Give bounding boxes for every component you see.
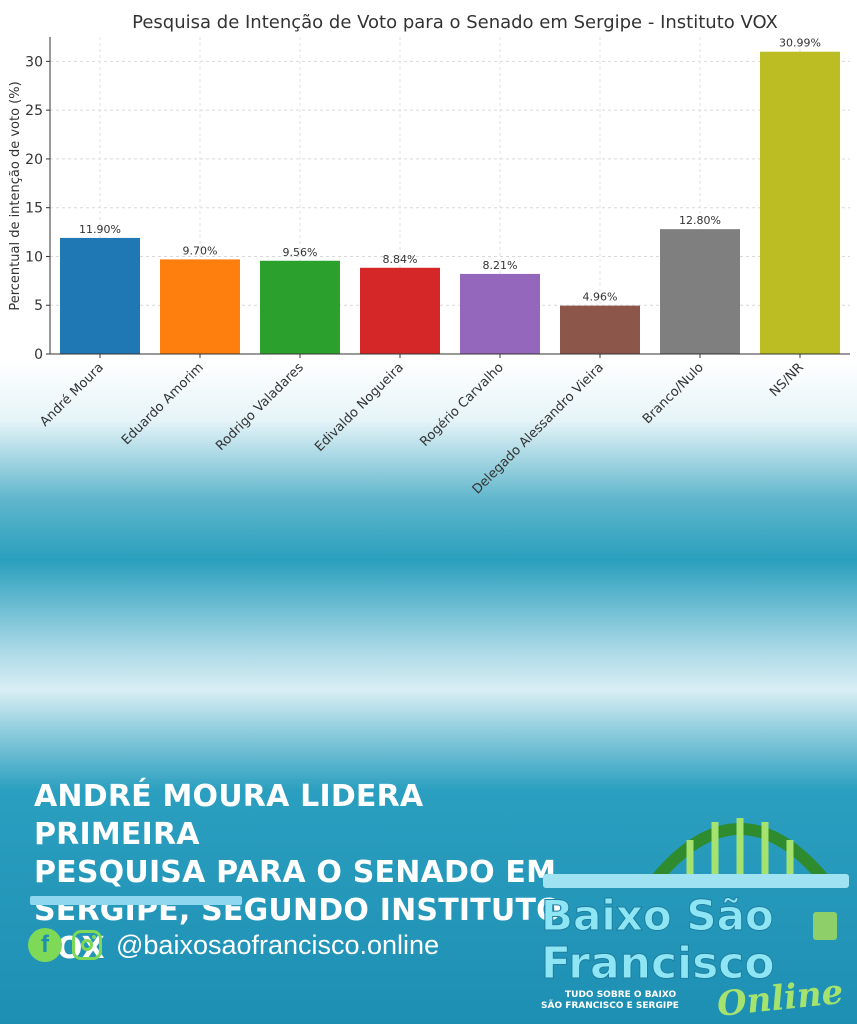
bar-value-label: 11.90% — [79, 223, 121, 236]
social-handle[interactable]: @baixosaofrancisco.online — [116, 929, 440, 960]
logo-tagline-1: TUDO SOBRE O BAIXO — [565, 990, 676, 1000]
bar-value-label: 8.21% — [483, 259, 518, 272]
bridge-cables — [686, 818, 794, 878]
headline-underline — [30, 896, 242, 905]
bar-value-label: 9.56% — [283, 246, 318, 259]
bars-group: 11.90% 9.70% 9.56% 8.84% 8.21% 4.96% 12.80% 30.… — [60, 37, 840, 355]
x-tick-label: Branco/Nulo — [640, 360, 707, 427]
site-logo: Baixo São Francisco TUDO SOBRE O BAIXO S… — [541, 818, 849, 1020]
chart-title: Pesquisa de Intenção de Voto para o Sena… — [132, 12, 778, 33]
x-tick-label: Eduardo Amorim — [119, 360, 207, 448]
logo-line-1: Baixo São — [541, 891, 774, 940]
bar-6 — [560, 305, 640, 354]
bridge-deck — [543, 874, 849, 888]
headline-line-1: ANDRÉ MOURA LIDERA PRIMEIRA — [34, 779, 424, 852]
social-links: f @baixosaofrancisco.online — [28, 928, 439, 962]
x-tick-label: Rodrigo Valadares — [213, 360, 307, 454]
y-tick-label: 10 — [25, 249, 43, 265]
y-tick-label: 5 — [34, 298, 43, 314]
y-tick-label: 20 — [25, 152, 43, 168]
bar-8 — [760, 51, 840, 355]
instagram-icon[interactable] — [72, 930, 102, 960]
bar-5 — [460, 273, 540, 354]
y-tick-label: 30 — [25, 54, 43, 70]
bar-value-label: 12.80% — [679, 214, 721, 227]
bar-value-label: 8.84% — [383, 253, 418, 266]
bar-value-label: 9.70% — [183, 244, 218, 257]
bar-value-label: 30.99% — [779, 37, 821, 50]
bar-1 — [60, 237, 140, 354]
bridge-lantern — [813, 912, 837, 940]
y-tick-label: 25 — [25, 103, 43, 119]
bar-7 — [660, 229, 740, 354]
y-tick-label: 0 — [34, 347, 43, 363]
facebook-icon[interactable]: f — [28, 928, 62, 962]
x-tick-label: Rogério Carvalho — [417, 360, 507, 450]
y-tick-label: 15 — [25, 201, 43, 217]
y-axis-label: Percentual de intenção de voto (%) — [8, 81, 23, 310]
x-tick-label: André Moura — [37, 360, 107, 430]
bar-chart: Pesquisa de Intenção de Voto para o Sena… — [8, 12, 850, 497]
logo-line-2: Francisco — [541, 938, 775, 989]
x-tick-labels: André Moura Eduardo Amorim Rodrigo Valadar… — [37, 354, 807, 497]
x-tick-label: Edivaldo Nogueira — [312, 360, 407, 455]
x-tick-label: NS/NR — [767, 360, 807, 400]
headline-line-2: PESQUISA PARA O SENADO EM — [34, 855, 557, 890]
bar-2 — [160, 259, 240, 354]
bar-4 — [360, 267, 440, 354]
logo-tagline-2: SÃO FRANCISCO E SERGIPE — [541, 1000, 679, 1011]
bar-value-label: 4.96% — [583, 291, 618, 304]
bar-3 — [260, 260, 340, 354]
y-ticks: 0 5 10 15 20 25 30 — [25, 54, 50, 363]
